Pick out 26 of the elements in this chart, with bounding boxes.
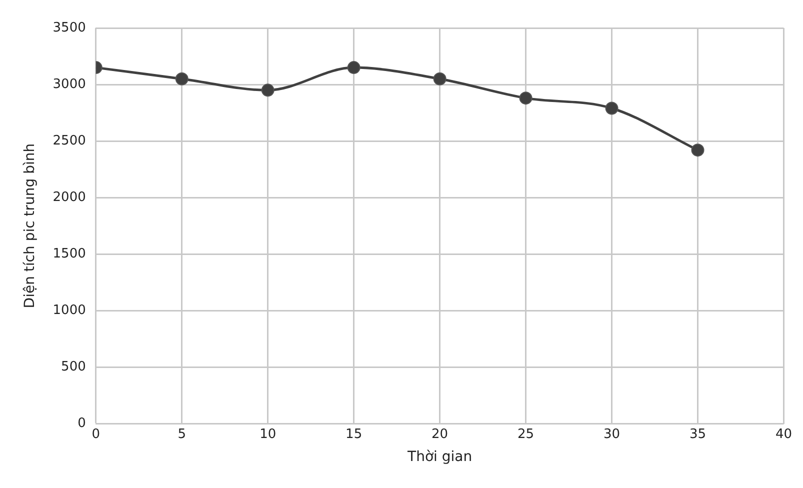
point bbox=[605, 102, 618, 115]
x-tick-label: 25 bbox=[518, 426, 534, 442]
y-tick-label: 1000 bbox=[52, 302, 86, 318]
y-tick-label: 2000 bbox=[52, 190, 86, 205]
y-tick-label: 1500 bbox=[52, 246, 86, 262]
point bbox=[433, 72, 446, 86]
x-tick-label: 20 bbox=[432, 426, 448, 442]
y-tick-label: 3500 bbox=[52, 20, 86, 36]
x-tick-label: 10 bbox=[260, 426, 276, 442]
x-tick-label: 35 bbox=[689, 426, 706, 442]
x-tick-label: 0 bbox=[92, 426, 100, 442]
point bbox=[691, 144, 704, 157]
y-tick-label: 0 bbox=[78, 416, 86, 431]
y-axis-title: Diện tích pic trung bình bbox=[22, 143, 38, 308]
x-tick-label: 15 bbox=[346, 426, 362, 442]
point bbox=[175, 72, 188, 86]
y-tick-label: 500 bbox=[61, 359, 86, 374]
y-tick-label: 3000 bbox=[52, 76, 86, 92]
x-axis-title: Thời gian bbox=[406, 449, 472, 466]
point bbox=[519, 92, 532, 105]
x-tick-label: 5 bbox=[178, 426, 186, 442]
point bbox=[261, 84, 274, 97]
y-tick-label: 2500 bbox=[52, 133, 86, 148]
x-tick-label: 30 bbox=[603, 426, 620, 442]
x-tick-label: 40 bbox=[775, 426, 792, 442]
point bbox=[347, 61, 360, 74]
